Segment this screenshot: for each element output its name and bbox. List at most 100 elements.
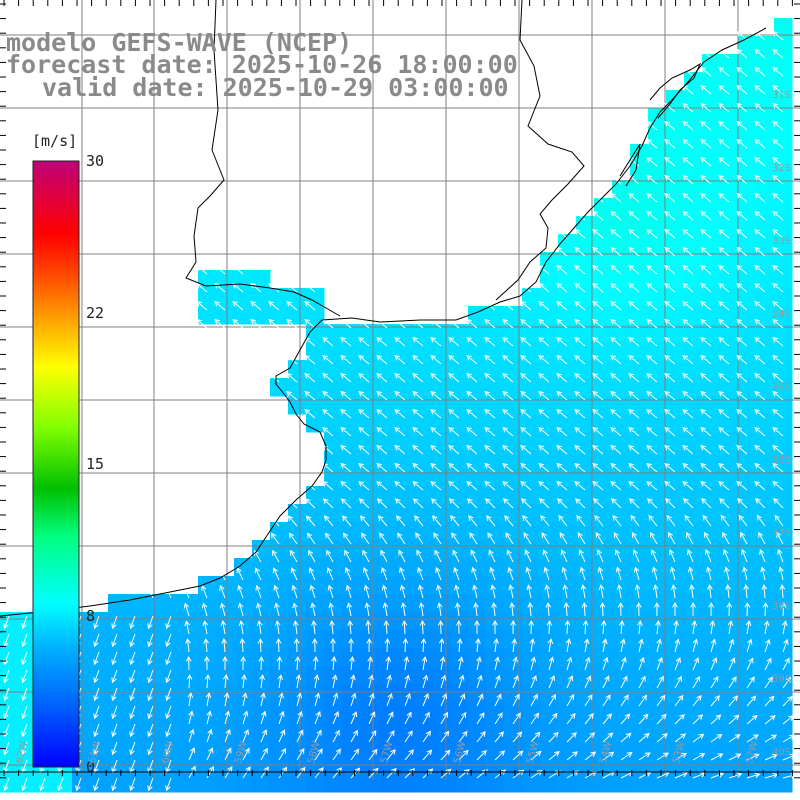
- speed-cell: [342, 342, 361, 361]
- wind-arrow: [417, 566, 424, 581]
- wind-arrow: [260, 710, 267, 725]
- wind-arrow: [380, 549, 388, 563]
- speed-cell: [630, 576, 649, 595]
- wind-arrow: [634, 584, 641, 599]
- wind-arrow: [232, 318, 244, 329]
- border-uruguay-brazil: [495, 0, 585, 301]
- wind-arrow: [165, 651, 172, 666]
- speed-cell: [486, 324, 505, 343]
- wind-arrow: [250, 282, 262, 293]
- speed-cell: [540, 666, 559, 685]
- speed-cell: [666, 144, 685, 163]
- wind-arrow: [710, 657, 718, 671]
- speed-cell: [702, 126, 721, 145]
- speed-cell: [666, 684, 685, 703]
- wind-arrow: [304, 480, 316, 491]
- wind-arrow: [286, 354, 298, 365]
- wind-arrow: [3, 669, 10, 684]
- speed-cell: [594, 360, 613, 379]
- wind-arrow: [710, 695, 720, 707]
- speed-cell: [612, 666, 631, 685]
- wind-arrow: [237, 584, 244, 599]
- wind-arrow: [592, 300, 604, 311]
- wind-arrow: [250, 300, 262, 311]
- wind-arrow: [646, 228, 658, 239]
- wind-arrow: [728, 695, 739, 707]
- speed-cell: [342, 450, 361, 469]
- speed-cell: [306, 666, 325, 685]
- wind-arrow: [754, 66, 766, 77]
- wind-arrow: [742, 566, 748, 581]
- wind-arrow: [147, 633, 154, 648]
- wind-arrow: [700, 390, 712, 401]
- speed-cell: [270, 774, 289, 793]
- speed-cell: [630, 630, 649, 649]
- wind-arrow: [646, 336, 658, 347]
- wind-arrow: [718, 318, 730, 329]
- speed-cell: [378, 738, 397, 757]
- wind-arrow: [673, 620, 679, 635]
- speed-cell: [738, 468, 757, 487]
- speed-cell: [324, 342, 343, 361]
- wind-arrow: [466, 354, 478, 365]
- speed-cell: [450, 558, 469, 577]
- wind-arrow: [296, 729, 304, 743]
- speed-cell: [468, 504, 487, 523]
- speed-cell: [504, 324, 523, 343]
- wind-arrow: [184, 620, 190, 635]
- wind-arrow: [93, 777, 100, 792]
- speed-cell: [738, 252, 757, 271]
- wind-arrow: [422, 730, 431, 743]
- speed-cell: [450, 468, 469, 487]
- wind-arrow: [304, 282, 316, 293]
- speed-cell: [558, 630, 577, 649]
- speed-cell: [612, 198, 631, 217]
- wind-arrow: [556, 444, 568, 455]
- wind-arrow: [610, 354, 622, 365]
- wind-arrow: [430, 462, 442, 473]
- speed-cell: [360, 432, 379, 451]
- wind-arrow: [491, 602, 497, 617]
- speed-cell: [162, 648, 181, 667]
- wind-arrow: [610, 282, 622, 293]
- wind-arrow: [628, 318, 640, 329]
- wind-arrow: [736, 138, 748, 149]
- wind-arrow: [720, 514, 730, 527]
- wind-arrow: [494, 693, 502, 707]
- speed-cell: [774, 342, 793, 361]
- wind-arrow: [559, 532, 568, 545]
- speed-cell: [126, 648, 145, 667]
- speed-cell: [324, 738, 343, 757]
- speed-cell: [738, 198, 757, 217]
- wind-arrow: [782, 657, 790, 671]
- wind-arrow: [682, 372, 694, 383]
- speed-cell: [630, 324, 649, 343]
- wind-arrow: [484, 426, 496, 437]
- wind-arrow: [692, 714, 704, 725]
- wind-arrow: [754, 318, 766, 329]
- speed-cell: [558, 252, 577, 271]
- wind-arrow: [21, 741, 28, 756]
- wind-arrow: [322, 480, 334, 491]
- speed-cell: [306, 360, 325, 379]
- speed-cell: [756, 162, 775, 181]
- speed-cell: [558, 774, 577, 793]
- wind-arrow: [556, 264, 568, 275]
- speed-cell: [270, 630, 289, 649]
- wind-arrow: [448, 426, 460, 437]
- speed-cell: [198, 612, 217, 631]
- speed-cell: [594, 288, 613, 307]
- wind-arrow: [528, 619, 535, 635]
- wind-arrow: [520, 300, 532, 311]
- wind-arrow: [366, 637, 373, 653]
- wind-arrow: [386, 692, 393, 707]
- speed-cell: [252, 774, 271, 793]
- wind-arrow: [520, 408, 532, 419]
- speed-cell: [486, 630, 505, 649]
- wind-arrow: [664, 480, 676, 491]
- wind-arrow: [466, 336, 478, 347]
- speed-cell: [414, 504, 433, 523]
- wind-arrow: [746, 772, 761, 779]
- wind-arrow: [592, 372, 604, 383]
- wind-arrow: [332, 711, 340, 725]
